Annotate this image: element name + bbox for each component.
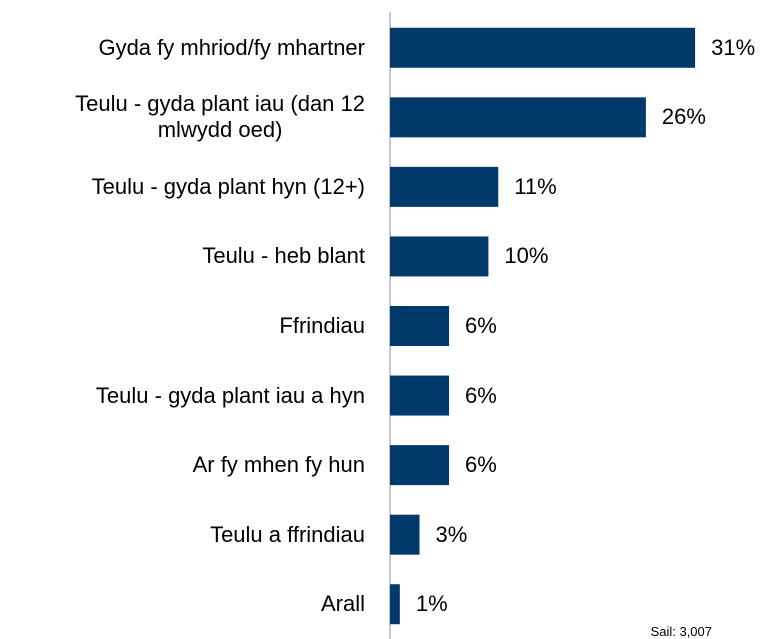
value-label: 26% bbox=[661, 104, 706, 130]
bar bbox=[390, 375, 450, 416]
value-label: 6% bbox=[465, 313, 497, 338]
category-label: Ffrindiau bbox=[279, 313, 365, 338]
value-label: 6% bbox=[465, 382, 497, 408]
bar bbox=[390, 166, 499, 207]
bar bbox=[390, 236, 489, 277]
bar bbox=[390, 306, 450, 346]
bar bbox=[390, 445, 450, 486]
value-label: 10% bbox=[504, 243, 549, 269]
bar bbox=[390, 97, 646, 138]
category-label: Teulu - gyda plant iau a hyn bbox=[95, 382, 365, 408]
category-label: Teulu - gyda plant iau (dan 12 mlwydd oe… bbox=[75, 91, 365, 143]
bar bbox=[390, 27, 696, 68]
bar bbox=[390, 584, 400, 625]
category-label: Teulu - heb blant bbox=[202, 243, 365, 269]
category-label: Arall bbox=[320, 591, 365, 617]
value-label: 31% bbox=[711, 34, 756, 60]
category-label: Teulu - gyda plant hyn (12+) bbox=[91, 173, 365, 199]
category-label: Ar fy mhen fy hun bbox=[192, 452, 365, 478]
value-label: 11% bbox=[514, 173, 557, 199]
value-label: 3% bbox=[435, 521, 468, 547]
value-label: 6% bbox=[465, 452, 497, 478]
category-label: Teulu a ffrindiau bbox=[210, 521, 365, 547]
footnote: Sail: 3,007 bbox=[650, 624, 712, 639]
value-label: 1% bbox=[415, 591, 448, 617]
category-label: Gyda fy mhriod/fy mhartner bbox=[98, 34, 365, 60]
bar bbox=[390, 514, 420, 555]
